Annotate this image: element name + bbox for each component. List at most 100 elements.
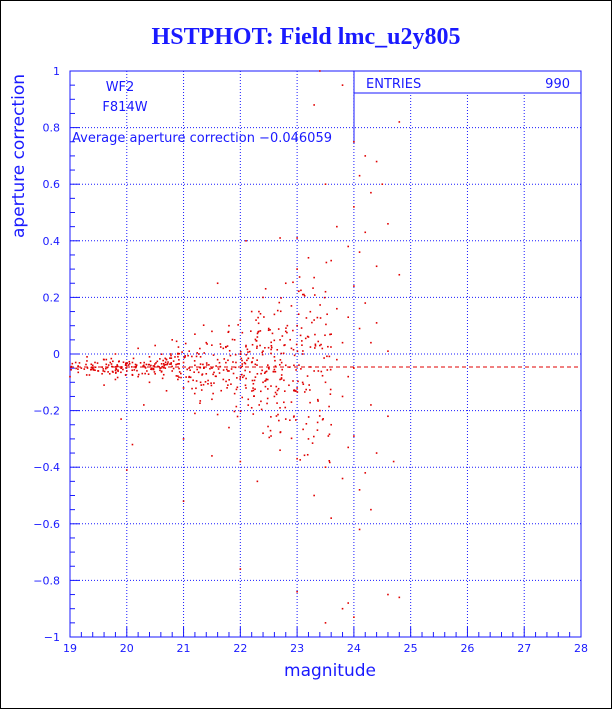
data-point [244,384,247,387]
data-point [267,346,270,349]
data-point [182,387,185,389]
data-point [231,338,234,341]
data-point [164,363,167,366]
data-point [279,339,281,341]
data-point [94,369,96,372]
data-point [172,367,175,370]
data-point [288,366,291,368]
data-point [212,373,214,376]
data-point [150,368,152,370]
data-point [328,405,330,408]
data-point [162,366,165,369]
data-point [217,368,220,370]
data-point [318,415,321,417]
data-point [358,251,361,253]
y-tick-label: 0.6 [43,178,61,191]
data-point [143,361,146,364]
data-point [199,363,202,365]
x-tick-label: 28 [574,642,588,655]
data-point [283,401,285,404]
data-point [234,366,237,369]
data-point [280,297,282,299]
data-point [330,346,332,348]
data-point [141,372,144,375]
data-point [114,353,117,355]
data-point [296,237,298,239]
data-point [206,343,208,345]
data-point [280,378,283,380]
data-point [153,365,156,367]
data-point [176,363,179,365]
data-point [251,390,253,392]
data-point [101,366,104,368]
data-point [328,461,331,464]
data-point [145,363,148,366]
data-point [164,357,167,360]
data-point [245,353,247,356]
data-point [293,389,295,392]
data-point [200,389,203,391]
data-point [306,375,309,377]
data-point [225,361,227,364]
data-point [370,404,372,406]
data-point [197,353,200,355]
data-point [228,426,230,429]
data-point [150,367,153,370]
data-point [300,289,302,292]
data-point [296,387,298,389]
data-point [253,379,256,382]
data-point [133,369,136,371]
data-point [227,359,229,362]
data-point [128,360,131,363]
data-point [185,376,187,378]
data-point [115,368,118,371]
data-point [313,494,315,497]
data-point [322,418,324,420]
data-point [257,331,259,333]
data-point [162,362,165,365]
data-point [341,477,344,480]
data-point [375,452,378,454]
data-point [125,367,127,369]
data-point [219,365,222,368]
data-point [137,375,139,378]
data-point [252,382,255,385]
data-point [131,361,134,364]
data-point [316,429,319,431]
data-point [328,460,331,462]
data-point [226,370,229,372]
data-point [120,418,122,420]
data-point [301,353,304,355]
data-point [330,259,332,262]
data-point [75,367,77,370]
data-point [97,370,99,372]
data-point [128,362,131,365]
data-point [270,416,272,418]
data-point [299,459,301,461]
data-point [232,372,235,375]
data-point [247,398,250,401]
data-point [319,344,321,347]
data-point [330,517,332,519]
data-point [120,367,123,369]
data-point [242,376,244,379]
data-point [284,282,287,285]
data-point [387,593,389,596]
data-point [303,454,306,457]
data-point [114,378,117,381]
data-point [111,370,114,373]
data-point [276,348,279,351]
data-point [188,350,191,352]
data-point [137,373,140,376]
data-point [341,607,344,610]
data-point [305,388,307,391]
data-point [353,367,355,369]
data-point [178,367,180,370]
data-point [85,363,87,366]
data-point [320,343,322,346]
data-point [96,362,99,364]
data-point [313,347,316,349]
data-point [398,596,401,599]
data-point [358,327,361,330]
